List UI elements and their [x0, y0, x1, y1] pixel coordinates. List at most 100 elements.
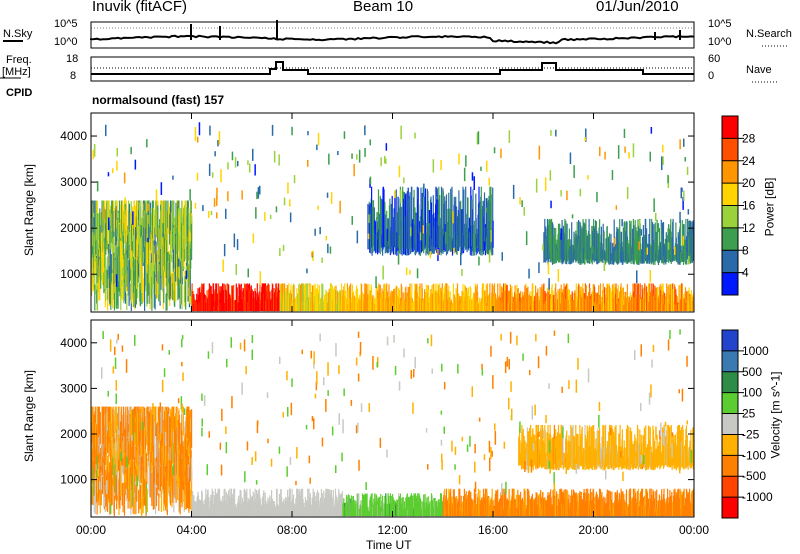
- data-cell: [641, 237, 644, 264]
- data-cell: [181, 406, 183, 431]
- data-cell: [243, 283, 246, 311]
- data-cell: [512, 184, 515, 199]
- data-cell: [527, 468, 530, 474]
- data-cell: [389, 198, 391, 252]
- data-cell: [611, 425, 613, 470]
- data-cell: [280, 283, 282, 311]
- data-cell: [548, 278, 550, 290]
- data-cell: [316, 144, 318, 151]
- data-cell: [98, 213, 100, 241]
- data-cell: [94, 284, 96, 311]
- data-cell: [681, 283, 683, 311]
- data-cell: [527, 431, 529, 466]
- data-cell: [102, 476, 104, 495]
- data-cell: [172, 244, 174, 272]
- data-cell: [98, 406, 100, 454]
- data-cell: [422, 186, 424, 252]
- data-cell: [619, 424, 621, 467]
- data-cell: [234, 157, 237, 168]
- data-cell: [91, 465, 94, 484]
- data-cell: [327, 243, 329, 254]
- data-cell: [134, 205, 137, 244]
- data-cell: [332, 489, 334, 517]
- data-cell: [113, 495, 115, 517]
- data-cell: [149, 442, 152, 472]
- data-cell: [500, 148, 502, 159]
- data-cell: [679, 488, 681, 517]
- data-cell: [91, 406, 93, 438]
- data-cell: [146, 488, 148, 513]
- data-cell: [635, 452, 637, 458]
- data-cell: [626, 283, 628, 312]
- data-cell: [568, 228, 570, 264]
- data-cell: [170, 411, 173, 451]
- data-cell: [458, 153, 460, 165]
- data-cell: [388, 495, 390, 516]
- data-cell: [252, 148, 254, 161]
- data-cell: [233, 233, 236, 248]
- data-cell: [364, 148, 366, 157]
- data-cell: [96, 181, 99, 192]
- data-cell: [197, 136, 199, 143]
- data-cell: [408, 497, 411, 517]
- data-cell: [484, 488, 486, 517]
- data-cell: [286, 370, 288, 381]
- data-cell: [518, 494, 520, 517]
- data-cell: [103, 425, 105, 458]
- data-cell: [413, 493, 415, 517]
- data-cell: [94, 406, 96, 440]
- data-cell: [543, 428, 545, 439]
- data-cell: [112, 366, 115, 374]
- data-cell: [105, 267, 107, 291]
- data-cell: [307, 159, 309, 167]
- data-cell: [390, 495, 392, 517]
- data-cell: [614, 426, 616, 465]
- data-cell: [550, 200, 552, 209]
- data-cell: [664, 426, 666, 465]
- data-cell: [326, 192, 329, 198]
- data-cell: [544, 430, 546, 465]
- data-cell: [186, 241, 189, 275]
- data-cell: [671, 283, 673, 311]
- data-cell: [681, 441, 683, 465]
- data-cell: [158, 225, 160, 256]
- data-cell: [299, 284, 302, 312]
- data-cell: [503, 441, 506, 449]
- data-cell: [483, 241, 485, 251]
- data-cell: [423, 183, 425, 198]
- data-cell: [175, 413, 177, 450]
- data-cell: [161, 419, 163, 449]
- data-cell: [100, 247, 102, 289]
- data-cell: [690, 449, 693, 463]
- data-cell: [212, 491, 214, 517]
- freq-frame: [90, 56, 695, 82]
- data-cell: [208, 283, 210, 311]
- data-cell: [530, 424, 532, 467]
- data-cell: [630, 427, 632, 470]
- data-cell: [682, 235, 684, 246]
- data-cell: [186, 485, 188, 509]
- data-cell: [587, 446, 589, 466]
- data-cell: [178, 477, 180, 487]
- data-cell: [454, 464, 456, 470]
- data-cell: [549, 218, 551, 259]
- data-cell: [557, 269, 560, 282]
- data-cell: [476, 132, 479, 145]
- data-cell: [401, 286, 403, 312]
- data-cell: [316, 490, 318, 517]
- data-cell: [149, 272, 151, 310]
- data-cell: [124, 474, 126, 483]
- data-cell: [301, 349, 303, 355]
- y-tick-label: 1000: [60, 267, 87, 281]
- cpid-label: CPID: [6, 87, 33, 99]
- data-cell: [113, 438, 115, 444]
- data-cell: [534, 404, 536, 416]
- data-cell: [240, 283, 242, 312]
- data-cell: [102, 241, 105, 286]
- data-cell: [181, 403, 183, 413]
- data-cell: [475, 290, 477, 312]
- data-cell: [151, 472, 153, 506]
- data-cell: [149, 208, 152, 250]
